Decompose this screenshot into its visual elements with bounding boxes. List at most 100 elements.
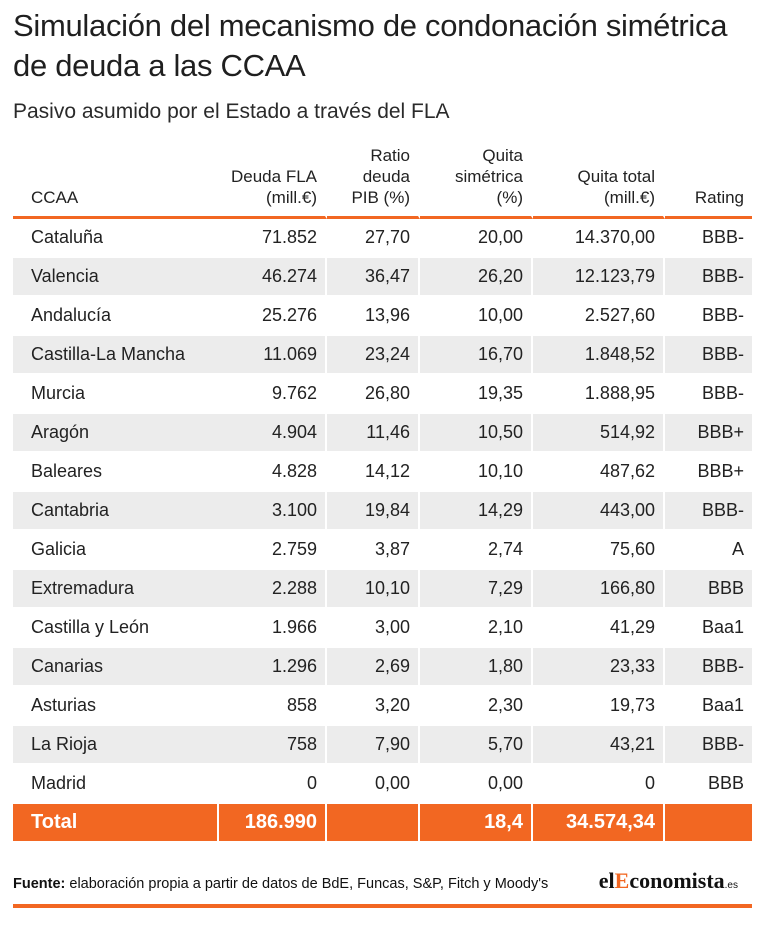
cell-deuda: 71.852 [219, 219, 327, 258]
table-row: Baleares 4.828 14,12 10,10 487,62 BBB+ [13, 453, 752, 492]
cell-deuda: 0 [219, 765, 327, 804]
cell-quita-total: 23,33 [533, 648, 665, 687]
cell-quita-total: 443,00 [533, 492, 665, 531]
cell-ccaa: Cantabria [13, 492, 219, 531]
cell-quita-total: 1.888,95 [533, 375, 665, 414]
cell-deuda: 1.966 [219, 609, 327, 648]
cell-quita-total: 75,60 [533, 531, 665, 570]
cell-rating: BBB- [665, 297, 752, 336]
source-text: elaboración propia a partir de datos de … [69, 876, 549, 892]
cell-deuda: 11.069 [219, 336, 327, 375]
cell-quita-simetrica: 2,10 [420, 609, 533, 648]
cell-ccaa: Castilla-La Mancha [13, 336, 219, 375]
cell-quita-total: 19,73 [533, 687, 665, 726]
table-row: Andalucía 25.276 13,96 10,00 2.527,60 BBB- [13, 297, 752, 336]
cell-ccaa: Castilla y León [13, 609, 219, 648]
table-total-row: Total 186.990 18,4 34.574,34 [13, 804, 752, 841]
col-header-ratio: Ratio deuda PIB (%) [327, 138, 420, 219]
col-header-rating: Rating [665, 138, 752, 219]
cell-deuda: 25.276 [219, 297, 327, 336]
cell-rating: A [665, 531, 752, 570]
table-body: Cataluña 71.852 27,70 20,00 14.370,00 BBB- Val… [13, 219, 752, 804]
cell-rating: BBB [665, 765, 752, 804]
cell-rating: BBB- [665, 726, 752, 765]
table-row: Cataluña 71.852 27,70 20,00 14.370,00 BBB- [13, 219, 752, 258]
cell-ccaa: Canarias [13, 648, 219, 687]
cell-ccaa: Andalucía [13, 297, 219, 336]
cell-quita-simetrica: 16,70 [420, 336, 533, 375]
col-header-ccaa: CCAA [13, 138, 219, 219]
cell-quita-simetrica: 7,29 [420, 570, 533, 609]
cell-quita-total: 487,62 [533, 453, 665, 492]
cell-rating: Baa1 [665, 687, 752, 726]
table-row: Castilla y León 1.966 3,00 2,10 41,29 Baa1 [13, 609, 752, 648]
cell-quita-simetrica: 0,00 [420, 765, 533, 804]
cell-ccaa: Cataluña [13, 219, 219, 258]
cell-quita-total: 14.370,00 [533, 219, 665, 258]
cell-quita-simetrica: 26,20 [420, 258, 533, 297]
cell-ratio: 3,20 [327, 687, 420, 726]
cell-rating: BBB- [665, 375, 752, 414]
table-header-row: CCAA Deuda FLA (mill.€) Ratio deuda PIB … [13, 138, 752, 219]
logo-part2: E [614, 868, 630, 893]
cell-deuda: 858 [219, 687, 327, 726]
cell-ratio: 0,00 [327, 765, 420, 804]
cell-ratio: 23,24 [327, 336, 420, 375]
cell-quita-total: 41,29 [533, 609, 665, 648]
cell-quita-simetrica: 14,29 [420, 492, 533, 531]
total-label: Total [13, 804, 219, 841]
table-row: Aragón 4.904 11,46 10,50 514,92 BBB+ [13, 414, 752, 453]
cell-ratio: 3,87 [327, 531, 420, 570]
table-row: Canarias 1.296 2,69 1,80 23,33 BBB- [13, 648, 752, 687]
cell-ccaa: Extremadura [13, 570, 219, 609]
cell-quita-simetrica: 10,10 [420, 453, 533, 492]
cell-ratio: 13,96 [327, 297, 420, 336]
table-row: Galicia 2.759 3,87 2,74 75,60 A [13, 531, 752, 570]
total-quita-simetrica: 18,4 [420, 804, 533, 841]
col-header-quita-total: Quita total (mill.€) [533, 138, 665, 219]
cell-ratio: 27,70 [327, 219, 420, 258]
col-header-deuda: Deuda FLA (mill.€) [219, 138, 327, 219]
cell-ratio: 2,69 [327, 648, 420, 687]
cell-deuda: 1.296 [219, 648, 327, 687]
cell-deuda: 4.828 [219, 453, 327, 492]
cell-rating: Baa1 [665, 609, 752, 648]
cell-rating: BBB [665, 570, 752, 609]
cell-quita-total: 514,92 [533, 414, 665, 453]
cell-deuda: 9.762 [219, 375, 327, 414]
cell-deuda: 2.288 [219, 570, 327, 609]
table-row: Cantabria 3.100 19,84 14,29 443,00 BBB- [13, 492, 752, 531]
cell-quita-simetrica: 2,30 [420, 687, 533, 726]
page-subtitle: Pasivo asumido por el Estado a través de… [13, 100, 450, 123]
cell-quita-total: 43,21 [533, 726, 665, 765]
table-row: Castilla-La Mancha 11.069 23,24 16,70 1.848,… [13, 336, 752, 375]
bottom-divider [13, 904, 752, 908]
table-row: Murcia 9.762 26,80 19,35 1.888,95 BBB- [13, 375, 752, 414]
cell-rating: BBB- [665, 219, 752, 258]
cell-ccaa: Galicia [13, 531, 219, 570]
cell-ratio: 36,47 [327, 258, 420, 297]
cell-rating: BBB+ [665, 453, 752, 492]
cell-quita-simetrica: 19,35 [420, 375, 533, 414]
cell-ratio: 3,00 [327, 609, 420, 648]
cell-quita-total: 2.527,60 [533, 297, 665, 336]
cell-ccaa: Murcia [13, 375, 219, 414]
cell-ratio: 7,90 [327, 726, 420, 765]
cell-ccaa: Baleares [13, 453, 219, 492]
col-header-quita-simetrica: Quita simétrica (%) [420, 138, 533, 219]
cell-ccaa: La Rioja [13, 726, 219, 765]
cell-ratio: 10,10 [327, 570, 420, 609]
cell-quita-total: 166,80 [533, 570, 665, 609]
table-row: Valencia 46.274 36,47 26,20 12.123,79 BBB- [13, 258, 752, 297]
table-row: Madrid 0 0,00 0,00 0 BBB [13, 765, 752, 804]
cell-deuda: 46.274 [219, 258, 327, 297]
cell-rating: BBB- [665, 336, 752, 375]
cell-rating: BBB+ [665, 414, 752, 453]
cell-quita-simetrica: 20,00 [420, 219, 533, 258]
cell-ratio: 11,46 [327, 414, 420, 453]
cell-quita-simetrica: 10,00 [420, 297, 533, 336]
cell-ratio: 26,80 [327, 375, 420, 414]
cell-ratio: 19,84 [327, 492, 420, 531]
total-deuda: 186.990 [219, 804, 327, 841]
cell-rating: BBB- [665, 258, 752, 297]
